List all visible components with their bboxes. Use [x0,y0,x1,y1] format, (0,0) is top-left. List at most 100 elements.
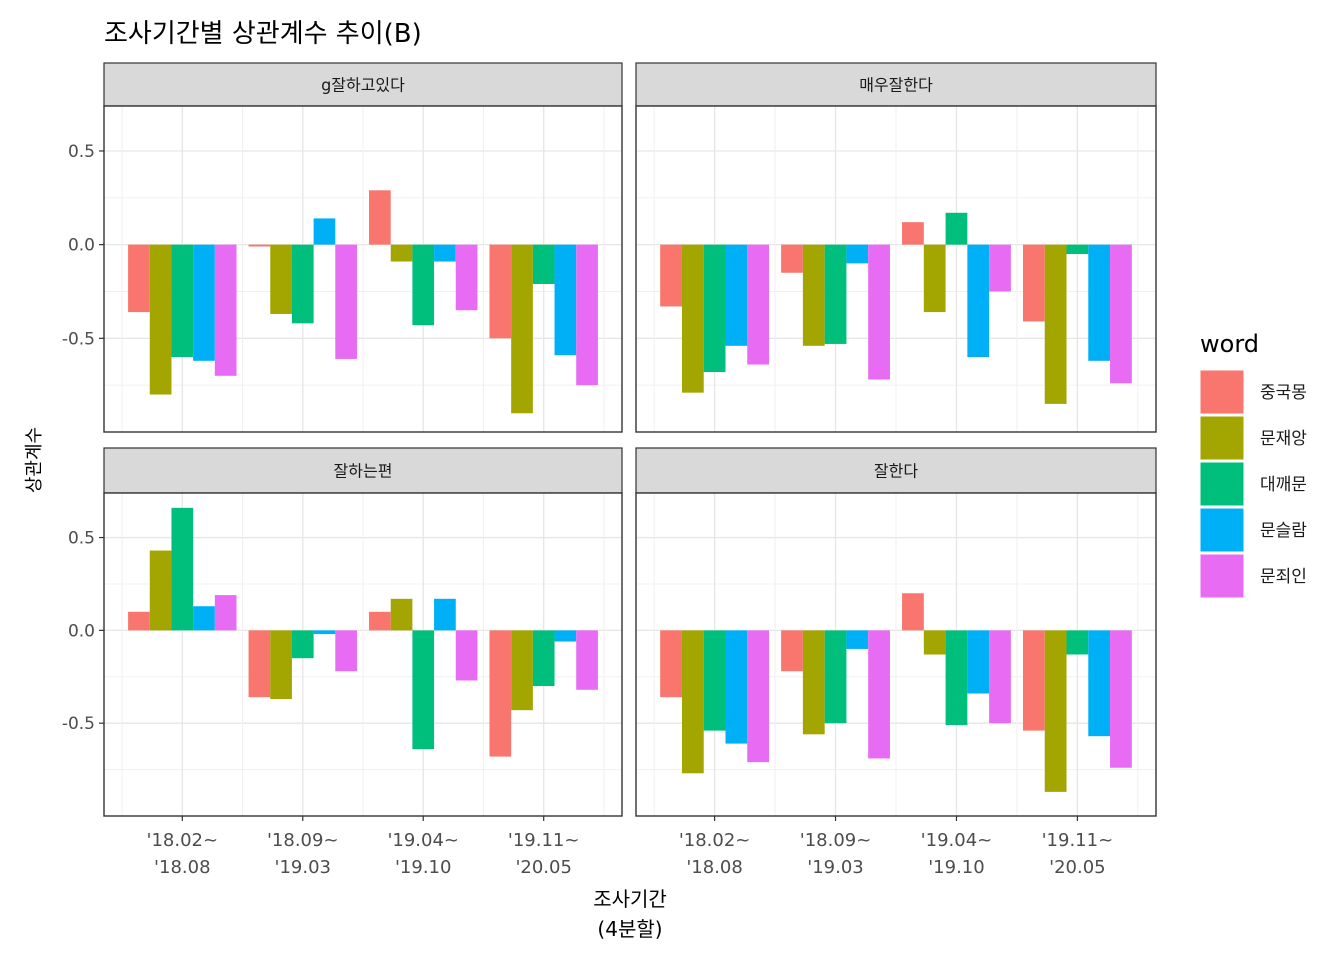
bar [989,244,1011,292]
bar [554,630,577,642]
x-tick-label: '18.02~ [147,830,219,851]
legend-item: 대깨문 [1199,461,1307,507]
legend-item: 문죄인 [1199,553,1307,599]
bar [576,244,598,386]
bar [967,630,990,694]
bar [1088,244,1111,361]
x-tick-label: '18.08 [154,857,210,878]
panel-border [635,492,1157,817]
facet-strip-label: g잘하고있다 [321,76,405,95]
bar [511,630,533,711]
bar [434,244,456,262]
bar [681,630,704,774]
bar [725,244,748,346]
bar [989,630,1011,724]
bar [248,630,271,698]
bar [902,222,924,245]
bar [846,244,869,264]
legend-label: 중국몽 [1260,383,1307,403]
legend-label: 문재앙 [1260,429,1307,449]
panel-border [103,492,623,817]
bar [725,630,748,744]
bar [128,611,150,631]
panel-border [103,105,623,433]
x-axis-title: 조사기간 [593,887,667,911]
bar [270,630,292,700]
x-tick-label: '19.03 [807,857,863,878]
bar [923,244,946,313]
bar [335,244,357,359]
legend-swatch [1199,507,1245,553]
bar [412,630,435,750]
bar [945,630,968,726]
bar [149,244,172,395]
bar [532,244,555,284]
bar [1044,244,1067,404]
bar [747,630,770,763]
x-tick-label: '19.03 [275,857,331,878]
bar [390,244,413,262]
x-axis-title-group: 조사기간 (4분할) [593,887,667,941]
bar [681,244,704,393]
y-tick-label: 0.5 [68,142,95,162]
bar [660,630,682,698]
bar [214,244,237,376]
bar [128,244,150,313]
bar [489,630,512,757]
x-tick-label: '18.09~ [267,830,339,851]
bar [335,630,357,672]
bar [1066,630,1089,655]
facet-strip [103,62,623,107]
legend-item: 문재앙 [1199,415,1307,461]
x-tick-label: '19.10 [928,857,984,878]
panel-border [635,105,1157,433]
bar [824,244,847,344]
facet-strip [103,447,623,494]
x-tick-label: '20.05 [1049,857,1105,878]
bar [390,598,413,631]
y-tick-label: 0.5 [68,529,95,549]
bar [291,244,314,324]
y-tick-label: -0.5 [62,329,95,349]
bar [313,218,336,245]
facet-strip-label: 잘한다 [874,462,918,481]
legend-label: 대깨문 [1260,475,1307,495]
facet-strip [635,62,1157,107]
y-tick-label: -0.5 [62,714,95,734]
bar [660,244,682,307]
facet-panel: 잘한다 '18.02~ '18.08 '18.09~ '19.03 '19.04~ '19.… [635,447,1157,878]
chart-title: 조사기간별 상관계수 추이(B) [104,19,422,49]
bar [412,244,435,326]
bar [1110,244,1132,384]
bar [1088,630,1111,737]
bar [902,593,924,631]
x-tick-label: '19.11~ [1042,830,1114,851]
facet-strip [635,447,1157,494]
y-axis-title-group: 상관계수 [24,427,45,493]
bar [193,244,215,361]
legend-swatch [1199,415,1245,461]
bar [149,550,172,631]
legend-label: 문죄인 [1260,567,1307,587]
x-tick-label: '18.08 [686,857,742,878]
x-tick-label: '19.04~ [921,830,993,851]
bar [868,630,890,759]
x-tick-label: '19.11~ [508,830,580,851]
bar [781,244,803,273]
bar [369,190,391,245]
bar [824,630,847,724]
facet-panel: 잘하는편 0.5 0.0 -0.5 '18.02~ '18.08 '18.09~ '19.03… [62,447,623,878]
bar [967,244,990,358]
legend-item: 중국몽 [1199,369,1307,415]
bar [747,244,770,365]
legend-title: word [1200,330,1259,358]
bar [455,244,478,311]
bar [313,630,336,635]
bar [923,630,946,655]
x-tick-label: '19.04~ [387,830,459,851]
facet-panel: g잘하고있다 0.5 0.0 -0.5 [62,62,623,433]
bar [532,630,555,687]
